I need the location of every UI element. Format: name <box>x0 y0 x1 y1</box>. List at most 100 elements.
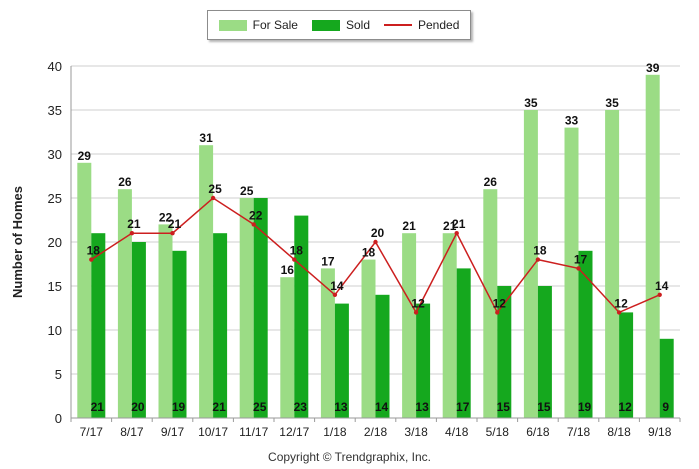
bar-for-sale <box>158 224 173 418</box>
data-label-for-sale: 22 <box>159 210 173 224</box>
bar-sold <box>253 198 268 418</box>
bar-sold <box>294 215 309 418</box>
copyright-text: Copyright © Trendgraphix, Inc. <box>268 450 431 464</box>
x-tick-label: 6/18 <box>526 425 550 439</box>
point-pended <box>373 239 378 245</box>
data-label-pended: 17 <box>574 252 588 266</box>
legend-swatch-for-sale <box>218 19 247 31</box>
data-label-pended: 22 <box>249 208 263 222</box>
data-label-sold: 25 <box>253 400 267 414</box>
data-label-sold: 9 <box>662 400 669 414</box>
data-label-for-sale: 17 <box>321 254 335 268</box>
data-label-for-sale: 29 <box>78 149 92 163</box>
data-label-for-sale: 31 <box>199 131 213 145</box>
y-tick-label: 25 <box>48 191 62 206</box>
legend-label-for-sale: For Sale <box>252 18 298 32</box>
bar-for-sale <box>564 127 579 418</box>
data-label-sold: 15 <box>497 400 511 414</box>
bar-for-sale <box>320 268 335 418</box>
bar-sold <box>91 233 106 418</box>
bar-sold <box>416 303 431 418</box>
point-pended <box>292 257 297 262</box>
bar-for-sale <box>402 233 417 418</box>
x-tick-label: 9/17 <box>161 425 185 439</box>
x-tick-label: 4/18 <box>445 425 469 439</box>
point-pended <box>89 257 94 262</box>
legend-label-sold: Sold <box>345 18 370 32</box>
data-label-pended: 12 <box>493 296 507 310</box>
bar-for-sale <box>199 145 214 418</box>
data-label-pended: 21 <box>168 217 182 231</box>
x-tick-label: 10/17 <box>198 425 228 439</box>
point-pended <box>657 292 662 297</box>
data-label-for-sale: 18 <box>362 246 376 260</box>
x-tick-label: 3/18 <box>404 425 428 439</box>
legend-swatch-pended <box>384 24 412 26</box>
x-tick-label: 8/17 <box>120 425 144 439</box>
data-label-pended: 25 <box>208 182 222 196</box>
bar-sold <box>497 286 512 418</box>
data-label-pended: 14 <box>655 279 669 293</box>
data-labels: 29 21 26 20 22 19 31 21 25 25 16 23 17 13 18 14 21 13 21 17… <box>78 61 670 414</box>
x-tick-label: 11/17 <box>239 425 268 439</box>
data-label-for-sale: 35 <box>524 96 538 110</box>
point-pended <box>454 231 459 236</box>
point-pended <box>210 195 216 201</box>
data-label-pended: 20 <box>371 226 385 240</box>
bar-for-sale <box>280 277 295 418</box>
data-label-pended: 12 <box>614 296 628 310</box>
x-tick-label: 12/17 <box>279 425 309 439</box>
point-pended <box>495 310 500 315</box>
bar-for-sale <box>117 189 132 418</box>
legend: For Sale Sold Pended <box>207 10 471 40</box>
data-label-for-sale: 35 <box>605 96 619 110</box>
x-tick-label: 7/17 <box>80 425 104 439</box>
data-label-sold: 15 <box>537 400 551 414</box>
data-label-pended: 18 <box>290 244 304 258</box>
data-label-pended: 12 <box>411 296 425 310</box>
data-label-for-sale: 21 <box>443 219 457 233</box>
y-tick-label: 20 <box>48 235 62 250</box>
data-label-pended: 21 <box>127 217 141 231</box>
bars <box>77 74 674 419</box>
x-tick-label: 7/18 <box>567 425 591 439</box>
legend-label-pended: Pended <box>418 18 460 32</box>
y-tick-label: 15 <box>48 279 62 294</box>
x-tick-label: 9/18 <box>648 425 672 439</box>
bar-for-sale <box>77 162 92 418</box>
data-label-pended: 14 <box>330 279 344 293</box>
y-tick-label: 0 <box>55 411 62 426</box>
data-label-sold: 14 <box>375 400 389 414</box>
y-tick-label: 35 <box>48 103 62 118</box>
legend-item-for-sale: For Sale <box>218 18 298 32</box>
y-tick-label: 5 <box>55 367 62 382</box>
data-label-sold: 13 <box>415 400 429 414</box>
data-label-sold: 19 <box>578 400 592 414</box>
data-label-sold: 21 <box>212 400 226 414</box>
x-tick-label: 5/18 <box>486 425 510 439</box>
x-tick-label: 2/18 <box>364 425 388 439</box>
data-label-sold: 12 <box>618 400 632 414</box>
data-label-for-sale: 25 <box>240 184 254 198</box>
bar-sold <box>375 294 390 418</box>
bar-sold <box>456 268 471 418</box>
bar-sold <box>578 250 593 418</box>
bar-sold <box>659 338 674 418</box>
point-pended <box>576 266 581 271</box>
legend-swatch-sold <box>311 19 340 31</box>
y-tick-label: 40 <box>48 59 62 74</box>
point-pended <box>332 292 338 297</box>
data-label-sold: 19 <box>172 400 186 414</box>
bar-for-sale <box>483 189 498 418</box>
data-label-for-sale: 16 <box>281 263 295 277</box>
data-label-for-sale: 33 <box>565 114 579 128</box>
bar-sold <box>334 303 349 418</box>
bar-sold <box>537 286 552 418</box>
bar-for-sale <box>361 259 376 418</box>
data-label-for-sale: 39 <box>646 61 660 75</box>
axes: 0 5 10 15 20 25 30 35 40 7/17 8/17 9/17 10/17 11/17 12… <box>48 59 681 439</box>
bar-for-sale <box>442 233 457 418</box>
point-pended <box>413 310 419 315</box>
x-tick-label: 8/18 <box>607 425 631 439</box>
